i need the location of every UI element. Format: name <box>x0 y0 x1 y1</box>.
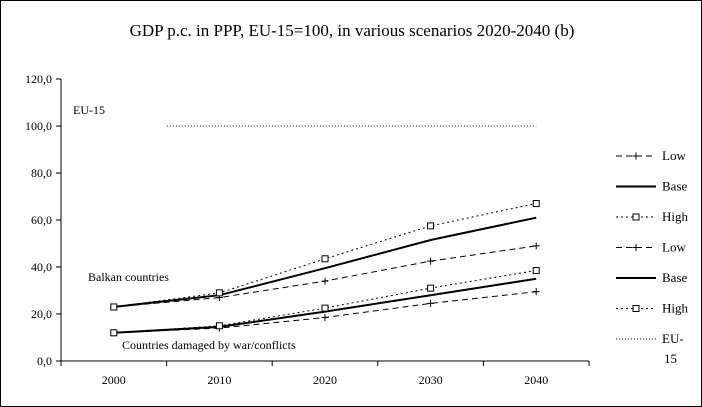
chart-title: GDP p.c. in PPP, EU-15=100, in various s… <box>129 21 575 40</box>
y-tick-label: 0,0 <box>37 354 52 368</box>
series-line-1 <box>113 216 537 308</box>
legend-marker-5 <box>632 305 640 312</box>
legend-label-2: High <box>662 209 689 224</box>
y-tick-label: 40,0 <box>31 260 52 274</box>
x-tick-label: 2020 <box>313 373 337 387</box>
data-point-5-0 <box>110 329 118 337</box>
data-point-5-4 <box>532 267 540 275</box>
series-line-0 <box>113 245 537 308</box>
x-tick-label: 2040 <box>524 373 548 387</box>
series-line-5 <box>113 270 537 334</box>
legend-label-5: High <box>662 301 689 316</box>
y-tick-label: 60,0 <box>31 213 52 227</box>
data-point-2-0 <box>110 303 118 311</box>
legend-marker-2 <box>632 213 640 221</box>
x-tick-label: 2030 <box>419 373 443 387</box>
y-tick-label: 80,0 <box>31 166 52 180</box>
legend-marker-3 <box>632 244 640 251</box>
annotation-balkan: Balkan countries <box>88 270 169 284</box>
y-tick-label: 100,0 <box>25 119 52 133</box>
data-point-5-1 <box>215 322 223 330</box>
data-point-2-1 <box>215 289 223 297</box>
x-tick-label: 2010 <box>207 373 231 387</box>
x-tick-label: 2000 <box>102 373 126 387</box>
data-point-0-3 <box>427 257 435 265</box>
legend-label-4: Base <box>662 270 688 285</box>
data-point-0-2 <box>321 277 329 285</box>
y-tick-label: 20,0 <box>31 307 52 321</box>
data-point-3-4 <box>532 288 540 296</box>
data-point-2-2 <box>321 255 329 263</box>
data-point-5-3 <box>427 284 435 292</box>
data-point-0-4 <box>532 242 540 250</box>
series-line-2 <box>113 203 537 308</box>
data-point-2-3 <box>427 222 435 230</box>
legend-marker-0 <box>632 152 640 160</box>
annotation-war-conflicts: Countries damaged by war/conflicts <box>122 338 296 352</box>
data-point-2-4 <box>532 200 540 208</box>
legend-label-3: Low <box>662 240 686 255</box>
legend-label-1: Base <box>662 179 688 194</box>
y-tick-label: 120,0 <box>25 72 52 86</box>
legend-label-6: EU-15 <box>662 331 684 366</box>
legend-label-0: Low <box>662 148 686 163</box>
data-point-3-2 <box>321 314 329 322</box>
data-point-3-3 <box>427 299 435 307</box>
data-point-5-2 <box>321 304 329 312</box>
annotation-eu15: EU-15 <box>73 103 105 117</box>
